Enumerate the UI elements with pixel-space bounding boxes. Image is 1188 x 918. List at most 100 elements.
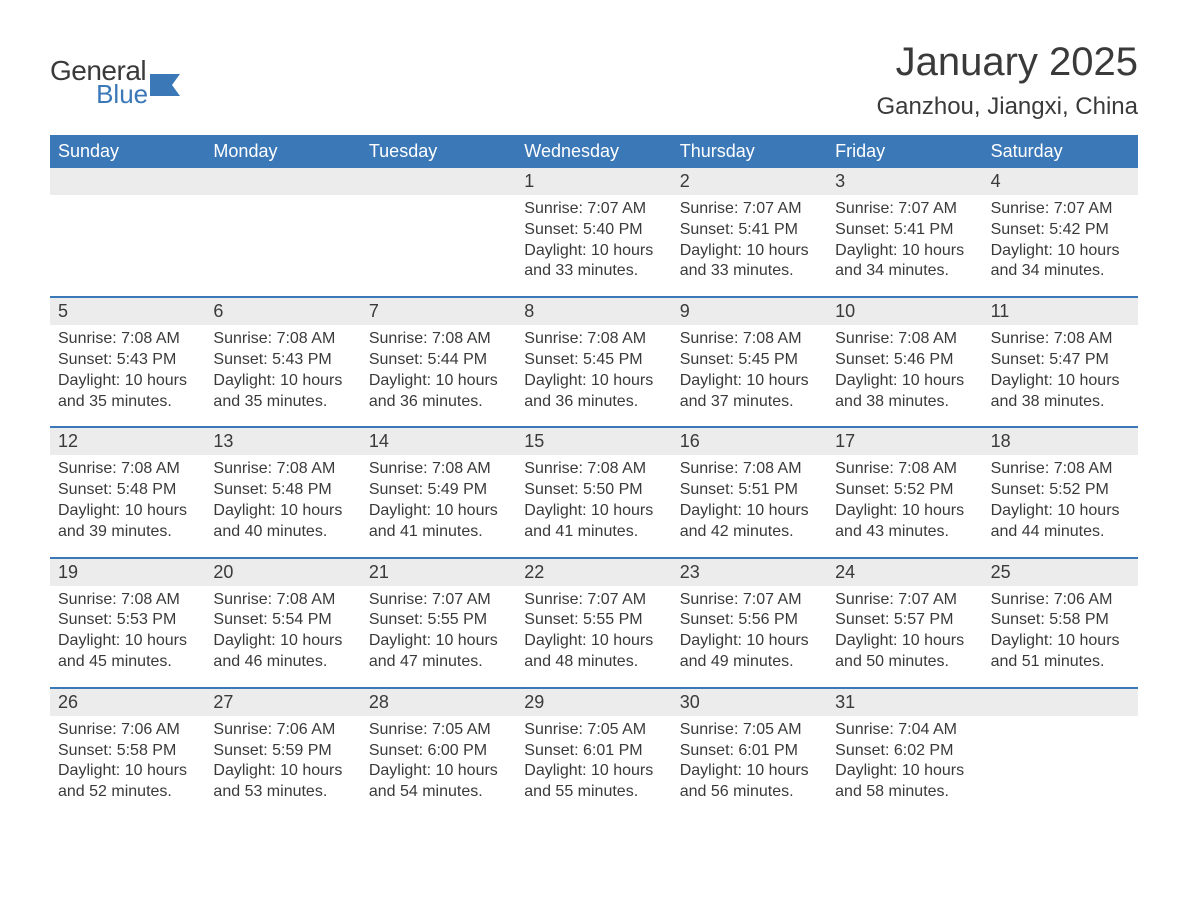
day-body: Sunrise: 7:08 AMSunset: 5:45 PMDaylight:… <box>516 325 671 426</box>
sunset-line: Sunset: 5:52 PM <box>991 480 1130 501</box>
sunrise-line: Sunrise: 7:04 AM <box>835 720 974 741</box>
sunset-line: Sunset: 5:40 PM <box>524 220 663 241</box>
day-number <box>983 689 1138 716</box>
sunrise-line: Sunrise: 7:05 AM <box>524 720 663 741</box>
daylight-line: Daylight: 10 hours and 58 minutes. <box>835 761 974 803</box>
sunrise-line: Sunrise: 7:07 AM <box>680 199 819 220</box>
day-cell: 5Sunrise: 7:08 AMSunset: 5:43 PMDaylight… <box>50 298 205 426</box>
day-body: Sunrise: 7:05 AMSunset: 6:00 PMDaylight:… <box>361 716 516 817</box>
sunrise-line: Sunrise: 7:07 AM <box>835 199 974 220</box>
weekday-header: Sunday <box>50 135 205 168</box>
day-cell: 4Sunrise: 7:07 AMSunset: 5:42 PMDaylight… <box>983 168 1138 296</box>
day-cell <box>361 168 516 296</box>
day-number: 28 <box>361 689 516 716</box>
daylight-line: Daylight: 10 hours and 36 minutes. <box>369 371 508 413</box>
sunrise-line: Sunrise: 7:08 AM <box>213 329 352 350</box>
day-number: 29 <box>516 689 671 716</box>
weekday-header: Tuesday <box>361 135 516 168</box>
daylight-line: Daylight: 10 hours and 34 minutes. <box>835 241 974 283</box>
daylight-line: Daylight: 10 hours and 50 minutes. <box>835 631 974 673</box>
day-cell: 3Sunrise: 7:07 AMSunset: 5:41 PMDaylight… <box>827 168 982 296</box>
daylight-line: Daylight: 10 hours and 56 minutes. <box>680 761 819 803</box>
sunrise-line: Sunrise: 7:05 AM <box>680 720 819 741</box>
week-row: 26Sunrise: 7:06 AMSunset: 5:58 PMDayligh… <box>50 687 1138 817</box>
day-number: 8 <box>516 298 671 325</box>
sunrise-line: Sunrise: 7:08 AM <box>991 459 1130 480</box>
sunset-line: Sunset: 5:48 PM <box>213 480 352 501</box>
day-number: 6 <box>205 298 360 325</box>
daylight-line: Daylight: 10 hours and 44 minutes. <box>991 501 1130 543</box>
day-cell: 14Sunrise: 7:08 AMSunset: 5:49 PMDayligh… <box>361 428 516 556</box>
day-cell: 10Sunrise: 7:08 AMSunset: 5:46 PMDayligh… <box>827 298 982 426</box>
day-body: Sunrise: 7:07 AMSunset: 5:40 PMDaylight:… <box>516 195 671 296</box>
sunrise-line: Sunrise: 7:08 AM <box>991 329 1130 350</box>
daylight-line: Daylight: 10 hours and 55 minutes. <box>524 761 663 803</box>
day-number: 4 <box>983 168 1138 195</box>
day-cell: 24Sunrise: 7:07 AMSunset: 5:57 PMDayligh… <box>827 559 982 687</box>
day-cell: 6Sunrise: 7:08 AMSunset: 5:43 PMDaylight… <box>205 298 360 426</box>
day-body: Sunrise: 7:08 AMSunset: 5:47 PMDaylight:… <box>983 325 1138 426</box>
daylight-line: Daylight: 10 hours and 35 minutes. <box>58 371 197 413</box>
weekday-header: Friday <box>827 135 982 168</box>
daylight-line: Daylight: 10 hours and 49 minutes. <box>680 631 819 673</box>
sunset-line: Sunset: 5:45 PM <box>524 350 663 371</box>
day-body: Sunrise: 7:07 AMSunset: 5:42 PMDaylight:… <box>983 195 1138 296</box>
sunrise-line: Sunrise: 7:08 AM <box>524 459 663 480</box>
location-subtitle: Ganzhou, Jiangxi, China <box>877 93 1139 121</box>
sunrise-line: Sunrise: 7:08 AM <box>213 590 352 611</box>
sunrise-line: Sunrise: 7:08 AM <box>369 329 508 350</box>
day-number: 5 <box>50 298 205 325</box>
daylight-line: Daylight: 10 hours and 52 minutes. <box>58 761 197 803</box>
day-body: Sunrise: 7:06 AMSunset: 5:58 PMDaylight:… <box>50 716 205 817</box>
day-number <box>50 168 205 195</box>
day-body: Sunrise: 7:08 AMSunset: 5:52 PMDaylight:… <box>827 455 982 556</box>
daylight-line: Daylight: 10 hours and 53 minutes. <box>213 761 352 803</box>
day-number: 24 <box>827 559 982 586</box>
sunset-line: Sunset: 5:50 PM <box>524 480 663 501</box>
sunrise-line: Sunrise: 7:07 AM <box>524 199 663 220</box>
sunrise-line: Sunrise: 7:08 AM <box>58 459 197 480</box>
daylight-line: Daylight: 10 hours and 36 minutes. <box>524 371 663 413</box>
day-cell: 26Sunrise: 7:06 AMSunset: 5:58 PMDayligh… <box>50 689 205 817</box>
sunrise-line: Sunrise: 7:08 AM <box>680 459 819 480</box>
day-cell: 19Sunrise: 7:08 AMSunset: 5:53 PMDayligh… <box>50 559 205 687</box>
day-body: Sunrise: 7:04 AMSunset: 6:02 PMDaylight:… <box>827 716 982 817</box>
daylight-line: Daylight: 10 hours and 38 minutes. <box>991 371 1130 413</box>
weekday-header: Thursday <box>672 135 827 168</box>
day-body: Sunrise: 7:05 AMSunset: 6:01 PMDaylight:… <box>672 716 827 817</box>
day-body: Sunrise: 7:08 AMSunset: 5:50 PMDaylight:… <box>516 455 671 556</box>
day-number <box>361 168 516 195</box>
day-number: 17 <box>827 428 982 455</box>
daylight-line: Daylight: 10 hours and 48 minutes. <box>524 631 663 673</box>
daylight-line: Daylight: 10 hours and 46 minutes. <box>213 631 352 673</box>
day-cell <box>50 168 205 296</box>
day-cell: 31Sunrise: 7:04 AMSunset: 6:02 PMDayligh… <box>827 689 982 817</box>
sunset-line: Sunset: 5:45 PM <box>680 350 819 371</box>
day-cell: 30Sunrise: 7:05 AMSunset: 6:01 PMDayligh… <box>672 689 827 817</box>
sunset-line: Sunset: 5:59 PM <box>213 741 352 762</box>
weekday-header-row: SundayMondayTuesdayWednesdayThursdayFrid… <box>50 135 1138 168</box>
week-row: 19Sunrise: 7:08 AMSunset: 5:53 PMDayligh… <box>50 557 1138 687</box>
day-body: Sunrise: 7:07 AMSunset: 5:55 PMDaylight:… <box>516 586 671 687</box>
day-number: 27 <box>205 689 360 716</box>
day-body: Sunrise: 7:08 AMSunset: 5:46 PMDaylight:… <box>827 325 982 426</box>
daylight-line: Daylight: 10 hours and 45 minutes. <box>58 631 197 673</box>
day-cell: 15Sunrise: 7:08 AMSunset: 5:50 PMDayligh… <box>516 428 671 556</box>
day-number: 16 <box>672 428 827 455</box>
sunrise-line: Sunrise: 7:07 AM <box>835 590 974 611</box>
sunset-line: Sunset: 6:02 PM <box>835 741 974 762</box>
day-cell: 2Sunrise: 7:07 AMSunset: 5:41 PMDaylight… <box>672 168 827 296</box>
sunset-line: Sunset: 5:48 PM <box>58 480 197 501</box>
sunrise-line: Sunrise: 7:05 AM <box>369 720 508 741</box>
day-cell: 23Sunrise: 7:07 AMSunset: 5:56 PMDayligh… <box>672 559 827 687</box>
day-body: Sunrise: 7:08 AMSunset: 5:48 PMDaylight:… <box>50 455 205 556</box>
day-cell: 22Sunrise: 7:07 AMSunset: 5:55 PMDayligh… <box>516 559 671 687</box>
day-body: Sunrise: 7:08 AMSunset: 5:53 PMDaylight:… <box>50 586 205 687</box>
day-number: 7 <box>361 298 516 325</box>
day-cell: 7Sunrise: 7:08 AMSunset: 5:44 PMDaylight… <box>361 298 516 426</box>
daylight-line: Daylight: 10 hours and 47 minutes. <box>369 631 508 673</box>
sunrise-line: Sunrise: 7:07 AM <box>991 199 1130 220</box>
sunrise-line: Sunrise: 7:06 AM <box>58 720 197 741</box>
title-block: January 2025 Ganzhou, Jiangxi, China <box>877 40 1139 121</box>
weekday-header: Wednesday <box>516 135 671 168</box>
